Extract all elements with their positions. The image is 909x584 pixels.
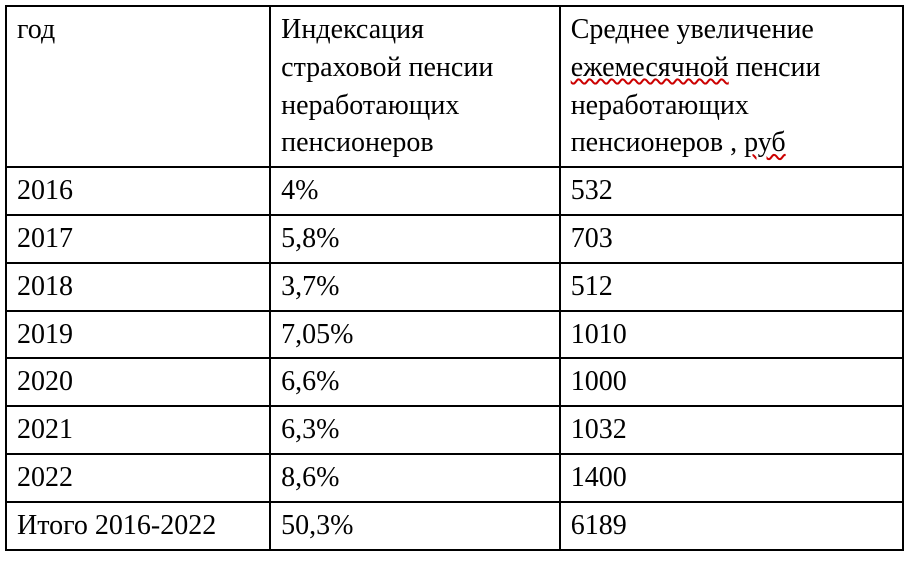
cell-year: 2017 xyxy=(6,215,270,263)
header-indexation: Индексация страховой пенсии неработающих… xyxy=(270,6,560,167)
cell-indexation: 8,6% xyxy=(270,454,560,502)
cell-increase: 532 xyxy=(560,167,903,215)
cell-increase: 512 xyxy=(560,263,903,311)
table-row: 2021 6,3% 1032 xyxy=(6,406,903,454)
cell-increase: 1000 xyxy=(560,358,903,406)
table-row: 2020 6,6% 1000 xyxy=(6,358,903,406)
cell-indexation: 6,3% xyxy=(270,406,560,454)
cell-indexation: 6,6% xyxy=(270,358,560,406)
cell-year: 2019 xyxy=(6,311,270,359)
table-row: 2017 5,8% 703 xyxy=(6,215,903,263)
table-row: 2018 3,7% 512 xyxy=(6,263,903,311)
cell-increase: 1032 xyxy=(560,406,903,454)
cell-indexation: 4% xyxy=(270,167,560,215)
cell-year: 2018 xyxy=(6,263,270,311)
cell-increase: 1400 xyxy=(560,454,903,502)
table-header-row: год Индексация страховой пенсии неработа… xyxy=(6,6,903,167)
table-body: 2016 4% 532 2017 5,8% 703 2018 3,7% 512 … xyxy=(6,167,903,549)
cell-increase: 703 xyxy=(560,215,903,263)
pension-indexation-table: год Индексация страховой пенсии неработа… xyxy=(5,5,904,551)
cell-year: 2022 xyxy=(6,454,270,502)
cell-year: 2021 xyxy=(6,406,270,454)
header-year: год xyxy=(6,6,270,167)
table-row: 2016 4% 532 xyxy=(6,167,903,215)
cell-indexation: 7,05% xyxy=(270,311,560,359)
cell-year: 2016 xyxy=(6,167,270,215)
cell-indexation: 5,8% xyxy=(270,215,560,263)
cell-year: Итого 2016-2022 xyxy=(6,502,270,550)
header-increase: Среднее увеличение ежемесячной пенсии не… xyxy=(560,6,903,167)
table-row: 2019 7,05% 1010 xyxy=(6,311,903,359)
cell-indexation: 50,3% xyxy=(270,502,560,550)
cell-year: 2020 xyxy=(6,358,270,406)
table-row-total: Итого 2016-2022 50,3% 6189 xyxy=(6,502,903,550)
cell-indexation: 3,7% xyxy=(270,263,560,311)
cell-increase: 1010 xyxy=(560,311,903,359)
cell-increase: 6189 xyxy=(560,502,903,550)
table-row: 2022 8,6% 1400 xyxy=(6,454,903,502)
